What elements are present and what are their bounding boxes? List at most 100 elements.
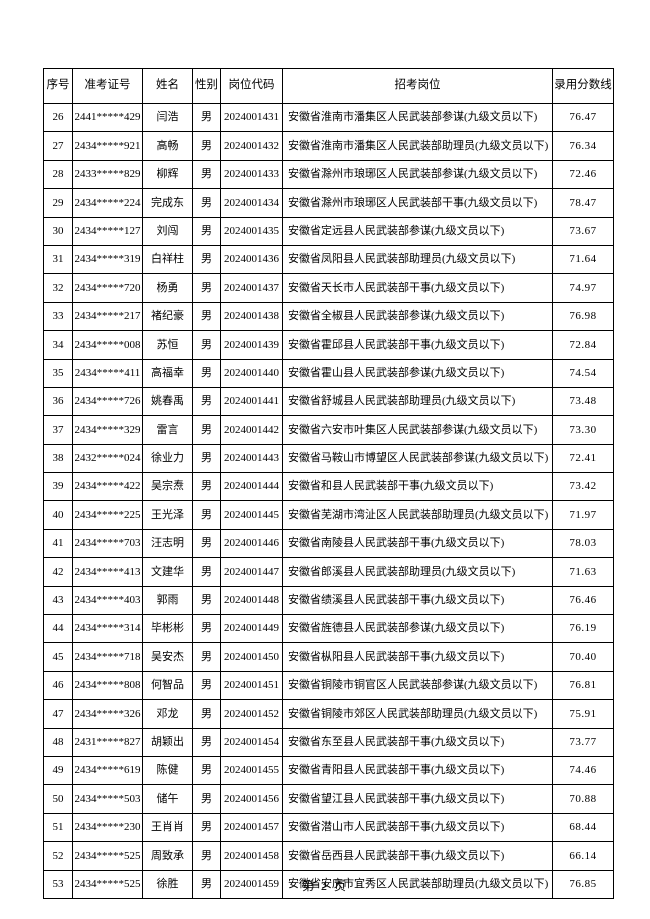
cell-name: 毕彬彬: [142, 614, 193, 644]
table-row: 36 2434*****726 姚春禹男 2024001441 安徽省舒城县人民武装部助…: [43, 386, 614, 417]
cell-exam-id: 2434*****422: [72, 472, 143, 502]
cell-score-line: 76.85: [552, 869, 614, 899]
cell-gender: 男: [192, 415, 221, 445]
cell-exam-id: 2434*****326: [72, 699, 143, 729]
cell-score-line: 72.41: [552, 443, 614, 474]
cell-score-line: 76.81: [552, 670, 614, 701]
cell-name: 王肖肖: [142, 812, 193, 843]
cell-score-line: 78.03: [552, 528, 614, 559]
cell-index: 42: [43, 557, 73, 587]
cell-position: 安徽省望江县人民武装部干事(九级文员以下): [282, 784, 553, 814]
cell-index: 39: [43, 472, 73, 502]
table-row: 44 2434*****314 毕彬彬男 2024001449 安徽省旌德县人民武装部参…: [43, 614, 614, 644]
table-row: 32 2434*****720 杨勇男 2024001437 安徽省天长市人民武装部干事…: [43, 273, 614, 303]
cell-score-line: 72.84: [552, 330, 614, 360]
cell-position: 安徽省霍山县人民武装部参谋(九级文员以下): [282, 358, 553, 388]
cell-position: 安徽省潜山市人民武装部干事(九级文员以下): [282, 812, 553, 843]
cell-exam-id: 2434*****503: [72, 784, 143, 814]
cell-position-code: 2024001451: [220, 670, 283, 701]
cell-exam-id: 2434*****726: [72, 386, 143, 417]
table-header-row: 序号 准考证号 姓名 性别 岗位代码 招考岗位 录用分数线: [43, 68, 614, 104]
cell-index: 53: [43, 869, 73, 899]
cell-index: 51: [43, 812, 73, 843]
table-row: 28 2433*****829 柳辉男 2024001433 安徽省滁州市琅琊区人民武装…: [43, 159, 614, 190]
cell-score-line: 76.46: [552, 585, 614, 616]
cell-gender: 男: [192, 557, 221, 587]
table-row: 29 2434*****224 完成东男 2024001434 安徽省滁州市琅琊区人民武…: [43, 188, 614, 218]
cell-score-line: 74.46: [552, 755, 614, 786]
cell-exam-id: 2434*****127: [72, 216, 143, 246]
cell-exam-id: 2432*****024: [72, 443, 143, 474]
cell-position-code: 2024001445: [220, 500, 283, 530]
cell-name: 陈健: [142, 755, 193, 786]
cell-position: 安徽省六安市叶集区人民武装部参谋(九级文员以下): [282, 415, 553, 445]
table-row: 48 2431*****827 胡颖出男 2024001454 安徽省东至县人民武装部干…: [43, 727, 614, 757]
cell-score-line: 74.54: [552, 358, 614, 388]
cell-score-line: 74.97: [552, 273, 614, 303]
cell-position: 安徽省东至县人民武装部干事(九级文员以下): [282, 727, 553, 757]
cell-gender: 男: [192, 131, 221, 161]
cell-exam-id: 2434*****314: [72, 614, 143, 644]
cell-position-code: 2024001446: [220, 528, 283, 559]
cell-score-line: 76.19: [552, 614, 614, 644]
cell-exam-id: 2433*****829: [72, 159, 143, 190]
cell-score-line: 76.98: [552, 301, 614, 332]
cell-position: 安徽省滁州市琅琊区人民武装部干事(九级文员以下): [282, 188, 553, 218]
cell-gender: 男: [192, 755, 221, 786]
table-row: 53 2434*****525 徐胜男 2024001459 安徽省安庆市宜秀区人民武装…: [43, 869, 614, 899]
cell-gender: 男: [192, 358, 221, 388]
cell-gender: 男: [192, 188, 221, 218]
table-row: 27 2434*****921 高畅男 2024001432 安徽省淮南市潘集区人民武装…: [43, 131, 614, 161]
cell-index: 27: [43, 131, 73, 161]
header-name: 姓名: [142, 68, 193, 104]
cell-position: 安徽省滁州市琅琊区人民武装部参谋(九级文员以下): [282, 159, 553, 190]
cell-name: 文建华: [142, 557, 193, 587]
cell-position-code: 2024001444: [220, 472, 283, 502]
cell-position: 安徽省芜湖市湾沚区人民武装部助理员(九级文员以下): [282, 500, 553, 530]
table-row: 35 2434*****411 高福幸男 2024001440 安徽省霍山县人民武装部参…: [43, 358, 614, 388]
cell-position: 安徽省枞阳县人民武装部干事(九级文员以下): [282, 642, 553, 672]
cell-gender: 男: [192, 500, 221, 530]
cell-name: 汪志明: [142, 528, 193, 559]
cell-gender: 男: [192, 216, 221, 246]
cell-index: 50: [43, 784, 73, 814]
cell-position-code: 2024001434: [220, 188, 283, 218]
cell-position: 安徽省马鞍山市博望区人民武装部参谋(九级文员以下): [282, 443, 553, 474]
header-index: 序号: [43, 68, 73, 104]
cell-gender: 男: [192, 386, 221, 417]
table-row: 37 2434*****329 雷言男 2024001442 安徽省六安市叶集区人民武装…: [43, 415, 614, 445]
header-gender: 性别: [192, 68, 221, 104]
table-row: 51 2434*****230 王肖肖男 2024001457 安徽省潜山市人民武装部干…: [43, 812, 614, 843]
cell-position-code: 2024001442: [220, 415, 283, 445]
cell-position-code: 2024001441: [220, 386, 283, 417]
cell-position: 安徽省铜陵市铜官区人民武装部参谋(九级文员以下): [282, 670, 553, 701]
cell-position: 安徽省绩溪县人民武装部干事(九级文员以下): [282, 585, 553, 616]
cell-gender: 男: [192, 472, 221, 502]
cell-position-code: 2024001437: [220, 273, 283, 303]
cell-position-code: 2024001431: [220, 102, 283, 133]
cell-gender: 男: [192, 670, 221, 701]
cell-score-line: 70.88: [552, 784, 614, 814]
cell-position: 安徽省铜陵市郊区人民武装部助理员(九级文员以下): [282, 699, 553, 729]
cell-score-line: 75.91: [552, 699, 614, 729]
table-row: 50 2434*****503 储午男 2024001456 安徽省望江县人民武装部干事…: [43, 784, 614, 814]
cell-position-code: 2024001448: [220, 585, 283, 616]
cell-index: 47: [43, 699, 73, 729]
cell-position-code: 2024001443: [220, 443, 283, 474]
cell-score-line: 70.40: [552, 642, 614, 672]
cell-position: 安徽省天长市人民武装部干事(九级文员以下): [282, 273, 553, 303]
table-row: 46 2434*****808 何智品男 2024001451 安徽省铜陵市铜官区人民武…: [43, 670, 614, 701]
cell-name: 郭雨: [142, 585, 193, 616]
cell-exam-id: 2441*****429: [72, 102, 143, 133]
cell-gender: 男: [192, 273, 221, 303]
cell-gender: 男: [192, 443, 221, 474]
cell-score-line: 71.64: [552, 244, 614, 275]
cell-index: 45: [43, 642, 73, 672]
cell-gender: 男: [192, 727, 221, 757]
cell-position: 安徽省郎溪县人民武装部助理员(九级文员以下): [282, 557, 553, 587]
cell-exam-id: 2434*****619: [72, 755, 143, 786]
cell-position: 安徽省淮南市潘集区人民武装部助理员(九级文员以下): [282, 131, 553, 161]
table-row: 34 2434*****008 苏恒男 2024001439 安徽省霍邱县人民武装部干事…: [43, 330, 614, 360]
cell-exam-id: 2434*****225: [72, 500, 143, 530]
header-score-line: 录用分数线: [552, 68, 614, 104]
